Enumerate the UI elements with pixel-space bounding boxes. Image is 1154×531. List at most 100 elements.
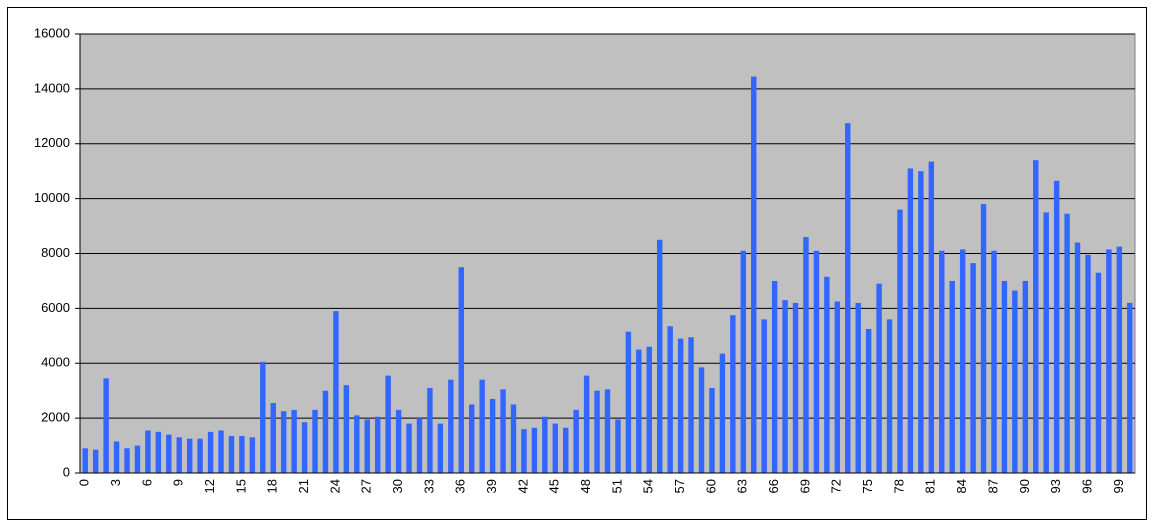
bar	[280, 411, 287, 473]
bar	[113, 441, 120, 473]
y-tick-label: 4000	[41, 355, 70, 370]
x-tick-label: 21	[296, 479, 311, 493]
bar	[1127, 302, 1133, 473]
bar	[291, 409, 297, 473]
bar	[468, 404, 475, 473]
x-tick-label: 36	[453, 479, 468, 493]
bar	[521, 429, 527, 473]
y-tick-label: 8000	[41, 245, 70, 260]
bar	[761, 319, 767, 473]
x-tick-label: 3	[108, 479, 123, 486]
bar	[395, 409, 402, 473]
bar	[1085, 254, 1091, 473]
bar	[489, 398, 496, 473]
x-tick-label: 81	[923, 479, 938, 493]
x-tick-label: 69	[797, 479, 812, 493]
bar	[500, 389, 506, 473]
bar	[260, 361, 266, 473]
bar	[698, 367, 705, 473]
bar	[636, 349, 642, 473]
bar	[677, 338, 684, 473]
bar	[186, 438, 193, 473]
bar	[1012, 290, 1018, 473]
bar	[542, 416, 548, 473]
x-tick-label: 27	[359, 479, 374, 493]
bar	[876, 283, 882, 473]
bar	[1064, 213, 1070, 473]
bar	[197, 438, 203, 473]
y-tick-label: 12000	[34, 135, 70, 150]
bar	[82, 448, 88, 473]
bar	[1074, 242, 1081, 473]
bar	[719, 353, 726, 473]
bar	[92, 449, 99, 473]
bar	[1053, 180, 1060, 473]
bar	[343, 385, 350, 473]
bar	[155, 431, 162, 473]
bar	[124, 448, 130, 473]
bar	[218, 430, 224, 473]
bar	[1043, 212, 1049, 473]
y-tick-label: 0	[63, 464, 70, 479]
bar	[239, 435, 245, 473]
x-tick-label: 0	[77, 479, 92, 486]
y-tick-label: 6000	[41, 300, 70, 315]
x-tick-label: 24	[327, 479, 342, 493]
bar	[1095, 272, 1102, 473]
bar	[615, 419, 621, 473]
bar	[228, 435, 235, 473]
bar	[354, 415, 360, 473]
x-tick-label: 57	[672, 479, 687, 493]
bar	[1001, 280, 1008, 473]
bar	[865, 328, 872, 473]
bar	[897, 209, 903, 473]
bar	[803, 237, 809, 473]
bar	[824, 276, 830, 473]
bar	[604, 389, 611, 473]
bar	[145, 430, 151, 473]
bar	[667, 326, 673, 473]
bar	[970, 263, 976, 473]
x-tick-label: 39	[484, 479, 499, 493]
bar	[771, 280, 778, 473]
bar	[1106, 249, 1112, 473]
bar	[103, 378, 109, 473]
bar	[907, 168, 914, 473]
bar	[939, 250, 945, 473]
bar	[928, 161, 935, 473]
bar	[949, 280, 955, 473]
bar	[176, 437, 182, 473]
x-tick-label: 33	[421, 479, 436, 493]
bar	[991, 250, 997, 473]
y-tick-label: 2000	[41, 410, 70, 425]
bar	[688, 337, 694, 473]
bar	[333, 311, 339, 473]
bar	[886, 319, 893, 473]
bar	[437, 423, 444, 473]
bar	[1033, 160, 1039, 473]
x-tick-label: 78	[891, 479, 906, 493]
bar	[959, 249, 966, 473]
x-tick-label: 72	[829, 479, 844, 493]
x-tick-label: 54	[641, 479, 656, 493]
x-tick-label: 30	[390, 479, 405, 493]
x-tick-label: 6	[139, 479, 154, 486]
bar	[657, 239, 663, 473]
bar	[834, 301, 841, 473]
bar	[364, 419, 370, 473]
x-tick-label: 15	[233, 479, 248, 493]
bar	[1022, 280, 1029, 473]
bar	[730, 315, 736, 473]
x-tick-label: 96	[1079, 479, 1094, 493]
bar	[918, 171, 924, 473]
bar	[552, 423, 558, 473]
bar	[594, 390, 600, 473]
x-tick-label: 12	[202, 479, 217, 493]
y-tick-label: 10000	[34, 190, 70, 205]
bar	[207, 431, 214, 473]
bar	[563, 427, 569, 473]
bar	[166, 434, 172, 473]
bar	[249, 437, 256, 473]
bar	[458, 267, 464, 473]
